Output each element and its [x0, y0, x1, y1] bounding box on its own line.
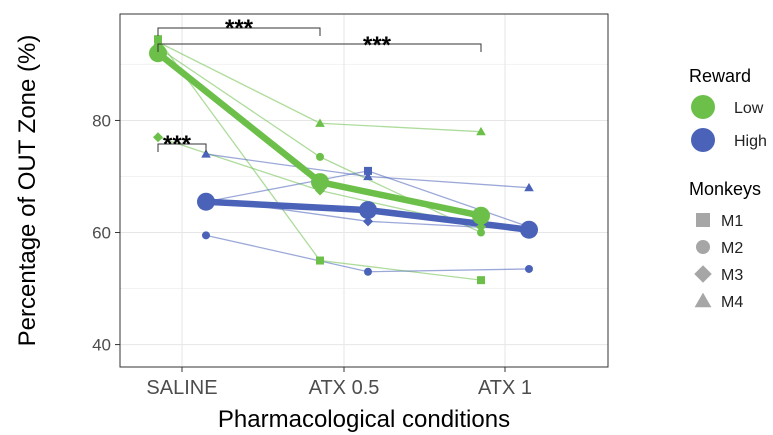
legend-label-high: High — [734, 133, 767, 150]
data-point-m2-high — [364, 267, 372, 276]
y-tick-label: 80 — [92, 111, 111, 130]
significance-stars: *** — [225, 15, 254, 42]
legend-marker-m3 — [694, 265, 712, 283]
mean-point-low — [149, 44, 167, 63]
legend: Reward Low High Monkeys M1 M2 M3 M4 — [689, 66, 767, 311]
data-point-m4-low — [476, 126, 486, 136]
legend-marker-m1 — [696, 213, 710, 227]
data-point-m3-low — [153, 132, 163, 143]
legend-title-reward: Reward — [689, 66, 751, 86]
legend-marker-m2 — [696, 240, 710, 254]
y-tick-label: 40 — [92, 336, 111, 355]
data-point-m2-high — [202, 231, 210, 240]
bracket-saline-low-high — [157, 143, 207, 152]
x-tick-label: SALINE — [146, 377, 217, 399]
legend-marker-low — [691, 95, 715, 119]
data-point-m1-high — [364, 166, 372, 175]
axes: 40 60 80 SALINE ATX 0.5 ATX 1 — [92, 13, 609, 399]
legend-label-m1: M1 — [721, 213, 743, 230]
y-axis-label: Percentage of OUT Zone (%) — [14, 35, 41, 347]
mean-point-high — [520, 220, 538, 239]
legend-label-low: Low — [734, 100, 764, 117]
data-point-m3-high — [363, 216, 373, 227]
data-point-m3-low — [476, 221, 486, 232]
legend-marker-m4 — [694, 292, 712, 308]
data-point-m4-low — [315, 118, 325, 127]
significance-stars: *** — [363, 32, 392, 59]
legend-label-m3: M3 — [721, 267, 743, 284]
legend-marker-high — [691, 128, 715, 152]
mean-point-high — [197, 192, 215, 211]
data-point-m1-low — [316, 256, 324, 265]
data-points — [149, 35, 538, 285]
data-point-m2-low — [477, 228, 485, 237]
series-line-m4-low — [157, 41, 482, 133]
mean-point-high — [359, 201, 377, 220]
x-axis-label: Pharmacological conditions — [218, 406, 510, 433]
plot-border — [119, 13, 609, 368]
bracket-saline-atx1 — [157, 43, 482, 52]
significance-annotations: *** *** *** — [157, 15, 482, 158]
data-point-m2-high — [525, 264, 533, 273]
x-tick-label: ATX 0.5 — [309, 377, 380, 399]
data-point-m4-high — [524, 182, 534, 192]
x-tick-label: ATX 1 — [478, 377, 532, 399]
legend-label-m2: M2 — [721, 240, 743, 257]
y-tick-label: 60 — [92, 224, 111, 243]
data-point-m1-low — [477, 276, 485, 285]
mean-point-low — [472, 206, 490, 225]
legend-label-m4: M4 — [721, 294, 743, 311]
legend-title-monkeys: Monkeys — [689, 179, 761, 199]
data-point-m2-low — [316, 152, 324, 161]
bracket-saline-atx05 — [157, 27, 321, 36]
data-point-m4-high — [201, 149, 211, 158]
significance-stars: *** — [163, 131, 192, 158]
data-point-m4-high — [363, 171, 373, 181]
mean-point-low — [311, 173, 329, 192]
